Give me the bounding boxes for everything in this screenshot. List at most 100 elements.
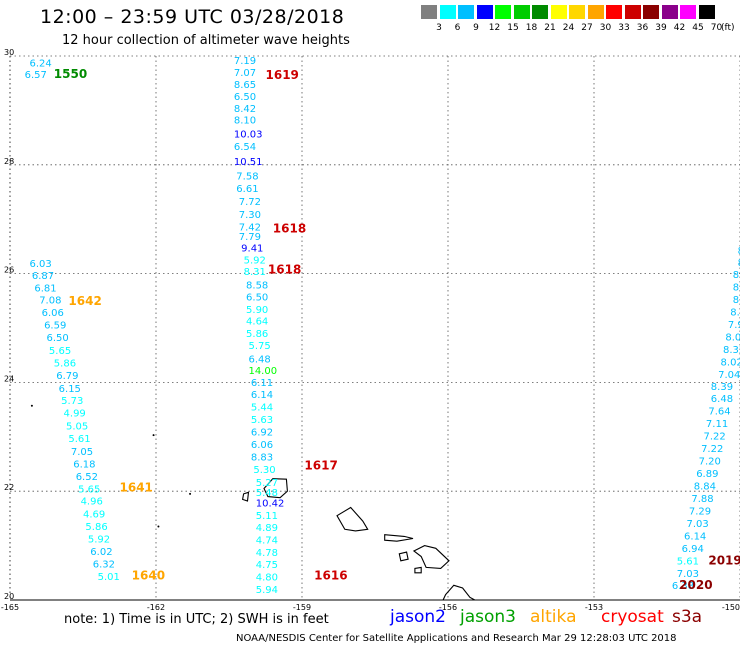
legend-swatch xyxy=(532,5,548,19)
lat-lon-grid xyxy=(9,55,740,601)
wave-height-value: 8.65 xyxy=(234,80,256,91)
wave-height-value: 7.58 xyxy=(236,171,258,182)
wave-height-value: 8.39 xyxy=(711,382,733,393)
satellite-altika: altika xyxy=(530,607,577,627)
wave-height-value: 5.44 xyxy=(251,403,273,414)
wave-height-value: 6.24 xyxy=(29,58,51,69)
lat-tick-label: 30 xyxy=(4,48,14,57)
map-frame xyxy=(9,56,740,601)
legend-swatch xyxy=(495,5,511,19)
pass-time-label: 1550 xyxy=(54,67,87,81)
wave-height-value: 4.64 xyxy=(246,317,268,328)
island-outline xyxy=(442,584,476,601)
pass-time-label: 1619 xyxy=(266,68,299,82)
wave-height-value: 6.50 xyxy=(246,292,268,303)
legend-label: 12 xyxy=(488,23,501,33)
wave-height-value: 7.07 xyxy=(234,68,256,79)
wave-height-value: 6.06 xyxy=(42,308,64,319)
legend-swatch xyxy=(513,5,530,19)
wave-height-value: 4.80 xyxy=(256,572,278,583)
wave-height-value: 6.38 xyxy=(672,581,694,592)
wave-height-value: 8.1 xyxy=(738,258,740,269)
legend-label: 45 xyxy=(692,23,704,33)
wave-height-value: 6.48 xyxy=(248,354,270,365)
island-outline xyxy=(263,478,288,499)
wave-height-value: 7.42 xyxy=(239,223,261,234)
wave-height-value: 6.89 xyxy=(696,469,718,480)
wave-height-value: 10.51 xyxy=(234,157,263,168)
wave-height-value: 8.84 xyxy=(694,482,716,493)
wave-height-value: 7.22 xyxy=(704,432,726,443)
pass-time-label: 1642 xyxy=(68,294,101,308)
wave-height-value: 7.20 xyxy=(699,457,721,468)
legend-label: 15 xyxy=(507,23,519,33)
wave-height-value: 7.72 xyxy=(239,197,261,208)
legend-label: 9 xyxy=(473,23,479,33)
wave-height-value: 5.94 xyxy=(256,585,278,596)
wave-height-value: 8.04 xyxy=(725,333,740,344)
wave-height-value: 7.30 xyxy=(239,210,261,221)
altimeter-tracks: 6.246.577.197.078.656.508.428.1010.036.5… xyxy=(25,56,740,596)
wave-height-value: 4.69 xyxy=(83,509,105,520)
wave-height-value: 5.92 xyxy=(88,534,110,545)
wave-height-value: 8.89 xyxy=(733,282,740,293)
pass-time-labels: 1550161916181618164216171641164016162201… xyxy=(54,67,740,592)
wave-height-value: 7.03 xyxy=(677,569,699,580)
wave-height-value: 5.92 xyxy=(244,255,266,266)
lat-tick-label: 26 xyxy=(4,266,14,275)
hawaiian-islands xyxy=(30,404,476,601)
wave-height-value: 7.88 xyxy=(691,494,713,505)
reef-dot xyxy=(30,404,33,407)
wave-height-value: 7.29 xyxy=(689,507,711,518)
lat-tick-label: 24 xyxy=(4,374,14,383)
wave-height-value: 5.65 xyxy=(49,346,71,357)
wave-height-value: 6.02 xyxy=(90,547,112,558)
legend-swatch xyxy=(680,5,696,19)
pass-time-label: 2019 xyxy=(708,554,740,568)
satellite-cryosat: cryosat xyxy=(601,607,664,627)
legend-swatch xyxy=(421,5,437,19)
legend-swatch xyxy=(606,5,622,19)
legend-swatch xyxy=(587,5,604,19)
wave-height-value: 7.19 xyxy=(234,56,256,67)
wave-height-value: 6.52 xyxy=(76,472,98,483)
lon-tick-label: -156 xyxy=(439,603,457,612)
island-outline xyxy=(398,551,409,562)
wave-height-value: 6.50 xyxy=(234,92,256,103)
legend-label: 24 xyxy=(562,23,575,33)
legend-swatch xyxy=(569,5,585,19)
wave-height-value: 6.81 xyxy=(34,284,56,295)
island-outline xyxy=(336,506,369,532)
pass-time-label: 1641 xyxy=(120,481,153,495)
wave-height-value: 5.86 xyxy=(246,329,268,340)
wave-height-value: 8.32 xyxy=(723,345,740,356)
wave-height-value: 4.75 xyxy=(256,560,278,571)
legend-label: 39 xyxy=(655,23,667,33)
wave-height-value: 5.01 xyxy=(98,572,120,583)
legend-label: 21 xyxy=(544,23,556,33)
lon-tick-label: -159 xyxy=(293,603,311,612)
wave-height-value: 5.63 xyxy=(251,415,273,426)
pass-time-label: 1617 xyxy=(304,458,337,472)
wave-height-value: 4.96 xyxy=(81,496,103,507)
island-outline xyxy=(384,534,414,542)
wave-height-value: 5.65 xyxy=(78,484,100,495)
legend-swatch xyxy=(661,5,678,19)
legend-label: 27 xyxy=(581,23,593,33)
wave-height-value: 8.42 xyxy=(234,104,256,115)
chart-title: 12:00 – 23:59 UTC 03/28/2018 xyxy=(40,6,345,28)
wave-height-value: 7.92 xyxy=(728,320,740,331)
wave-height-value: 6.54 xyxy=(234,142,256,153)
legend-label: 3 xyxy=(436,23,442,33)
wave-height-value: 8.59 xyxy=(733,295,740,306)
wave-height-value: 4.78 xyxy=(256,548,278,559)
wave-height-value: 4.74 xyxy=(256,535,278,546)
island-outline xyxy=(412,545,450,569)
wave-height-value: 10.03 xyxy=(234,130,263,141)
wave-height-value: 4.89 xyxy=(256,523,278,534)
axis-ticks: -165 -162 -159 -156 -153 -150 30 28 26 24 22 20 xyxy=(1,48,740,612)
satellite-jason2: jason2 xyxy=(390,607,446,627)
wave-height-value: 6.11 xyxy=(251,378,273,389)
legend-label: 42 xyxy=(673,23,686,33)
